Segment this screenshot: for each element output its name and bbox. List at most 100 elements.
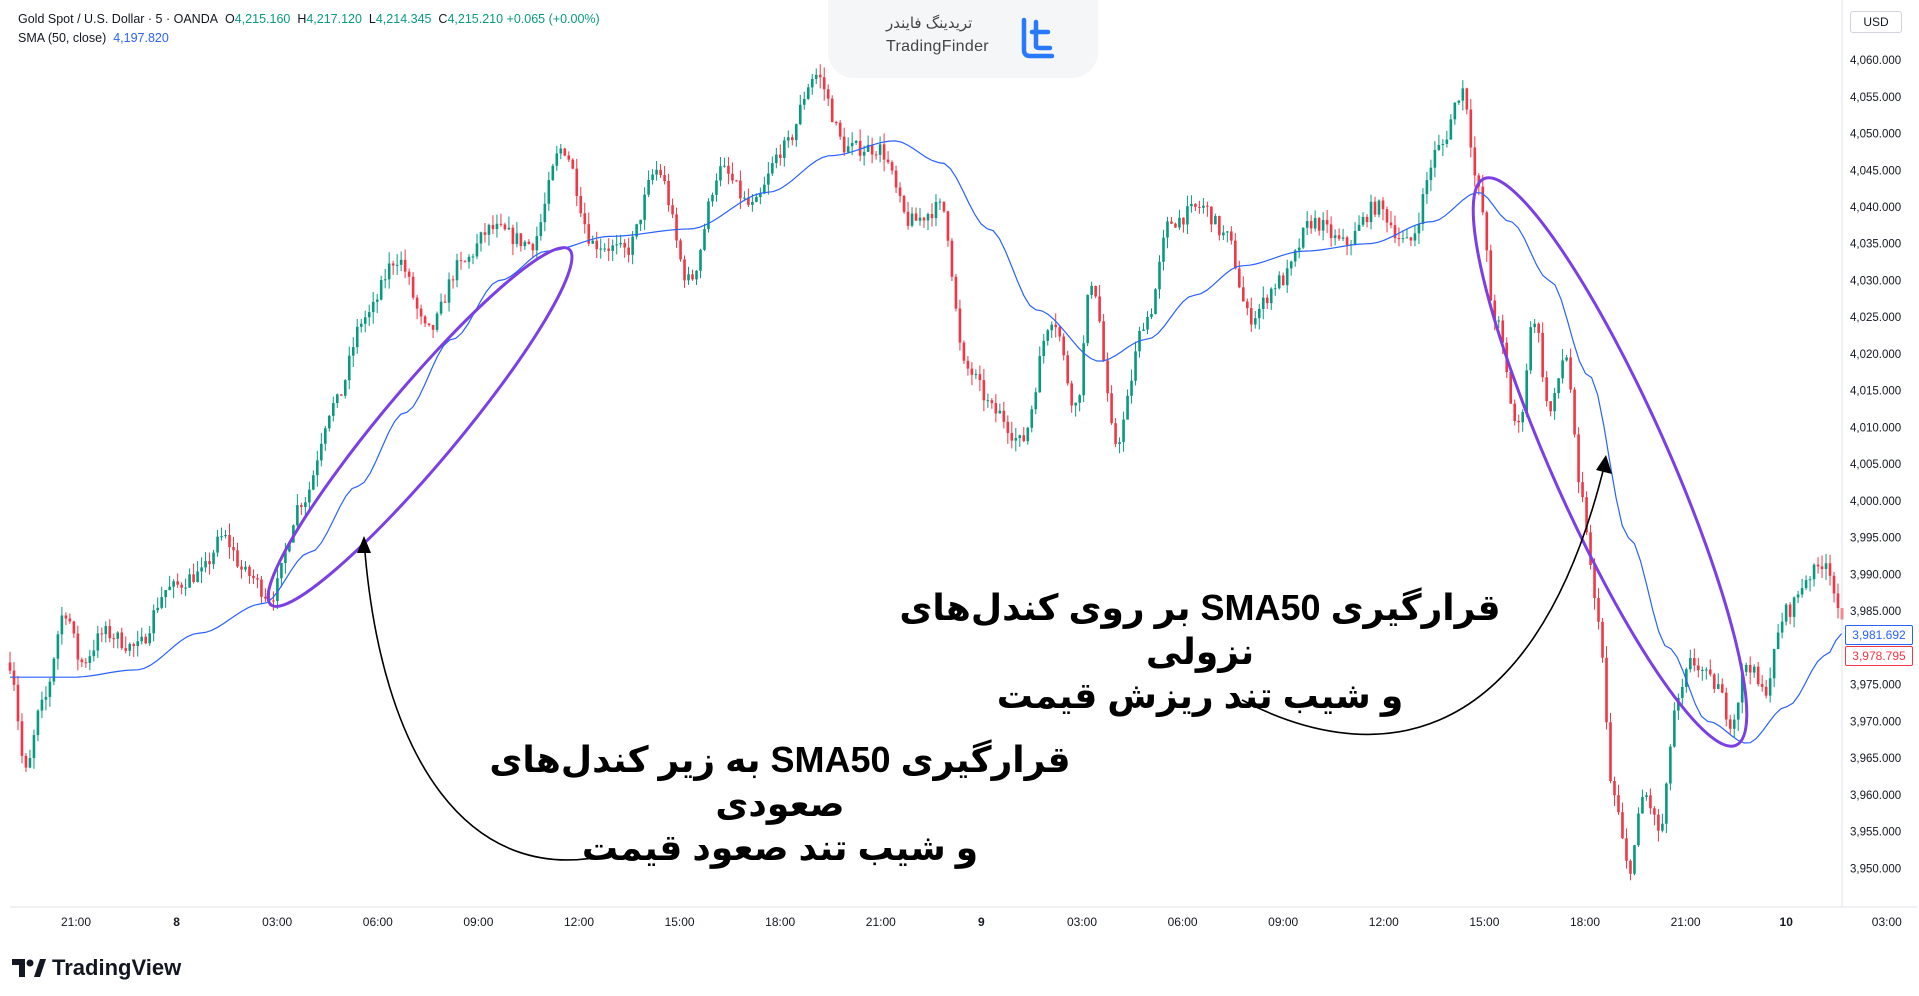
candle-body bbox=[1341, 237, 1345, 239]
candle-body bbox=[1501, 320, 1505, 343]
bearish-annotation-line2: و شیب تند ریزش قیمت bbox=[996, 675, 1404, 716]
candle-body bbox=[328, 415, 331, 429]
candle-body bbox=[1429, 167, 1433, 181]
candle-body bbox=[775, 154, 778, 164]
candle-body bbox=[1182, 217, 1185, 225]
candle-body bbox=[1740, 671, 1744, 703]
candle-body bbox=[1609, 722, 1612, 781]
candle-body bbox=[826, 89, 830, 99]
candle-body bbox=[1629, 860, 1632, 874]
candle-body bbox=[459, 260, 463, 262]
candle-body bbox=[607, 248, 610, 251]
candle-body bbox=[1249, 308, 1253, 325]
candle-body bbox=[755, 196, 758, 202]
candle-body bbox=[124, 648, 128, 651]
candle-body bbox=[1377, 200, 1381, 215]
candle-body bbox=[798, 104, 802, 125]
candle-body bbox=[316, 460, 319, 476]
candle-body bbox=[136, 641, 140, 647]
candle-body bbox=[663, 175, 666, 182]
candle-body bbox=[838, 122, 842, 137]
candle-body bbox=[64, 615, 68, 619]
candle-body bbox=[739, 180, 742, 199]
candle-body bbox=[355, 326, 359, 348]
candle-body bbox=[164, 590, 167, 598]
candle-body bbox=[1521, 412, 1524, 423]
candle-body bbox=[339, 394, 343, 396]
candle-body bbox=[1633, 845, 1636, 874]
candle-body bbox=[1062, 336, 1065, 356]
candle-body bbox=[1824, 563, 1828, 569]
candle-body bbox=[1114, 423, 1117, 444]
candle-body bbox=[735, 180, 738, 182]
candle-body bbox=[80, 659, 84, 663]
high-value: 4,217.120 bbox=[306, 12, 362, 26]
candle-body bbox=[148, 633, 151, 644]
candle-body bbox=[802, 98, 806, 105]
candle-body bbox=[240, 566, 243, 570]
candle-body bbox=[1337, 235, 1341, 239]
candle-body bbox=[1174, 223, 1177, 228]
candle-body bbox=[84, 662, 88, 664]
candle-body bbox=[1553, 393, 1556, 412]
candle-body bbox=[1014, 438, 1018, 441]
candle-body bbox=[623, 242, 626, 248]
candle-body bbox=[850, 142, 854, 147]
candle-body bbox=[519, 233, 523, 247]
candle-body bbox=[104, 626, 108, 635]
candle-body bbox=[763, 184, 766, 194]
tradingview-branding[interactable]: TradingView bbox=[12, 955, 181, 981]
candle-body bbox=[1285, 268, 1289, 286]
candle-body bbox=[1329, 224, 1333, 238]
candle-body bbox=[966, 360, 970, 369]
candle-body bbox=[1238, 268, 1241, 288]
candle-body bbox=[383, 279, 387, 281]
candle-body bbox=[551, 165, 555, 181]
candle-body bbox=[990, 400, 994, 404]
candle-body bbox=[180, 584, 183, 588]
candle-body bbox=[24, 755, 28, 768]
candle-body bbox=[1457, 100, 1461, 103]
bearish-arrowhead bbox=[1596, 455, 1612, 474]
candle-body bbox=[1577, 434, 1580, 483]
symbol-title[interactable]: Gold Spot / U.S. Dollar · 5 · OANDA bbox=[18, 12, 219, 26]
candle-body bbox=[395, 264, 399, 266]
candle-body bbox=[1142, 329, 1145, 331]
y-tick-label: 4,045.000 bbox=[1850, 165, 1901, 177]
candle-body bbox=[934, 201, 938, 219]
candle-body bbox=[759, 193, 762, 197]
candle-body bbox=[635, 224, 638, 237]
candle-body bbox=[1305, 221, 1309, 228]
candle-body bbox=[1126, 395, 1129, 420]
candle-body bbox=[44, 696, 48, 700]
candle-body bbox=[615, 244, 618, 246]
candle-body bbox=[1685, 669, 1688, 687]
candle-body bbox=[555, 153, 559, 166]
candle-body bbox=[1649, 795, 1652, 809]
sma-label[interactable]: SMA (50, close) bbox=[18, 31, 107, 45]
change-value: +0.065 (+0.00%) bbox=[506, 12, 600, 26]
candle-body bbox=[587, 224, 591, 244]
candle-body bbox=[415, 297, 419, 309]
candle-body bbox=[1357, 224, 1361, 231]
candle-body bbox=[1026, 427, 1030, 442]
bearish-annotation: قرارگیری SMA50 بر روی کندل‌های نزولی و ش… bbox=[860, 586, 1540, 718]
candle-body bbox=[1046, 330, 1050, 341]
candle-body bbox=[1186, 206, 1189, 225]
candle-body bbox=[1525, 370, 1528, 413]
candle-body bbox=[1485, 212, 1489, 251]
candle-body bbox=[1529, 327, 1532, 371]
currency-button[interactable]: USD bbox=[1850, 11, 1902, 33]
candle-body bbox=[1513, 403, 1517, 421]
candle-body bbox=[72, 621, 76, 634]
candle-body bbox=[711, 194, 714, 202]
candle-body bbox=[343, 380, 347, 396]
candle-body bbox=[1756, 666, 1760, 685]
candle-body bbox=[324, 428, 327, 444]
candle-body bbox=[1681, 686, 1684, 698]
candle-body bbox=[144, 636, 148, 644]
sma-price-badge: 3,981.692 bbox=[1845, 625, 1913, 645]
x-tick-label: 03:00 bbox=[1067, 915, 1097, 929]
candle-body bbox=[858, 140, 862, 156]
